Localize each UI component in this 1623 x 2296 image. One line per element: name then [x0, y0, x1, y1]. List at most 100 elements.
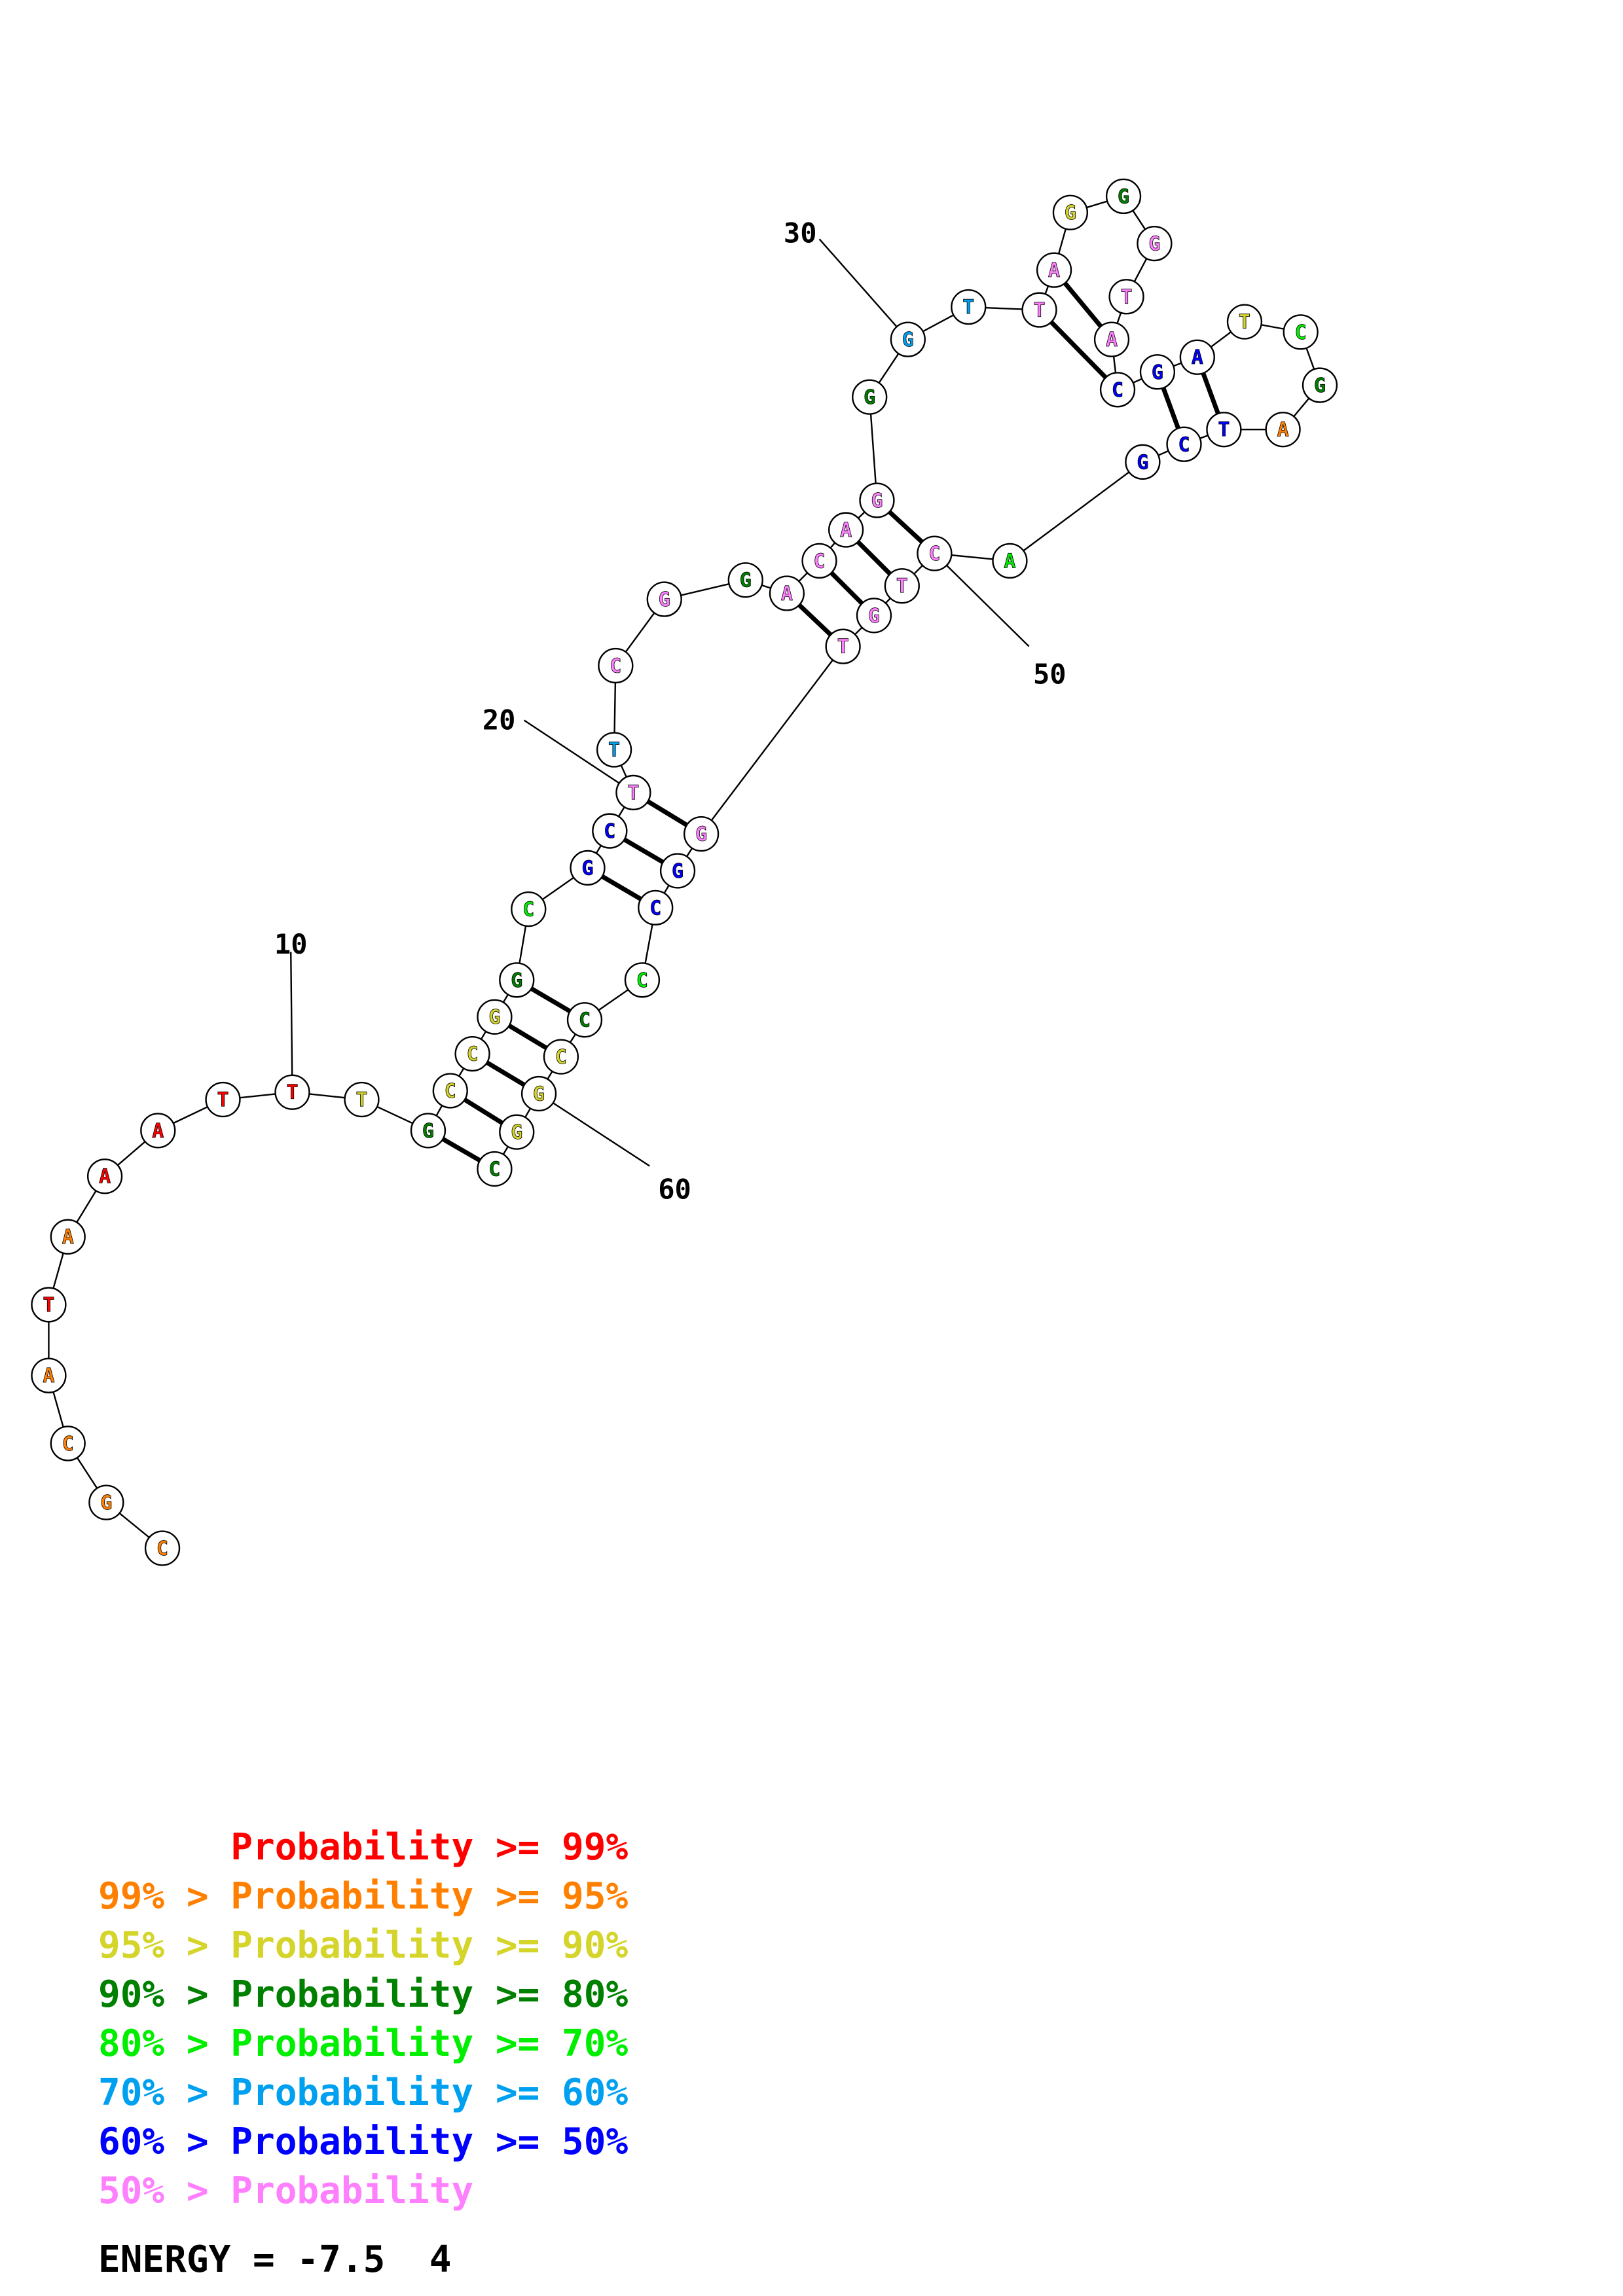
nucleotide-letter: T — [1033, 299, 1045, 322]
nucleotide-circle — [917, 535, 953, 571]
nucleotide: C — [1099, 372, 1136, 408]
nucleotide-circle — [454, 1035, 490, 1072]
legend-entry: 70% > Probability >= 60% — [98, 2072, 629, 2114]
nucleotide-circle — [1099, 372, 1136, 408]
nucleotide: T — [951, 289, 987, 325]
nucleotide-letter: G — [533, 1083, 545, 1105]
nucleotide-letter: C — [522, 899, 534, 922]
nucleotide-letter: G — [1118, 185, 1129, 208]
nucleotide: G — [499, 962, 535, 998]
nucleotide-circle — [499, 1114, 535, 1150]
nucleotide: G — [890, 321, 926, 357]
nucleotide-letter: C — [813, 550, 825, 573]
nucleotide-letter: C — [579, 1009, 591, 1032]
base-pair-lines — [427, 268, 1226, 1171]
nucleotide-letter: C — [156, 1537, 168, 1560]
nucleotide-letter: G — [868, 605, 880, 628]
nucleotide-circle — [50, 1426, 86, 1462]
nucleotide-letter: C — [636, 969, 648, 992]
nucleotide: C — [624, 962, 661, 998]
nucleotide: C — [543, 1039, 579, 1075]
nucleotide-circle — [543, 1039, 579, 1075]
nucleotide-circle — [344, 1081, 380, 1118]
nucleotide-letter: T — [962, 296, 974, 319]
nucleotide: C — [801, 543, 837, 579]
nucleotide-letter: A — [840, 519, 852, 542]
nucleotide-circle — [1283, 314, 1319, 350]
nucleotide-circle — [86, 1158, 123, 1194]
nucleotide: C — [598, 647, 634, 684]
nucleotide: C — [511, 891, 547, 927]
nucleotide: G — [852, 379, 888, 415]
nucleotide: G — [1302, 367, 1338, 403]
nucleotide-circle — [31, 1357, 67, 1393]
nucleotide-letter: G — [672, 860, 684, 883]
nucleotide: T — [1206, 412, 1242, 448]
legend-entry: 95% > Probability >= 90% — [98, 1924, 629, 1967]
nucleotide-circle — [683, 816, 720, 852]
nucleotide-letter: T — [837, 636, 849, 658]
nucleotide-circle — [1052, 194, 1089, 230]
nucleotide-circle — [1206, 412, 1242, 448]
nucleotide: T — [344, 1081, 380, 1118]
index-label: 20 — [483, 704, 516, 736]
nucleotide-letter: C — [1295, 321, 1307, 344]
nucleotide: G — [659, 853, 696, 889]
nucleotide-letter: C — [555, 1046, 567, 1069]
nucleotide: T — [884, 568, 920, 604]
nucleotide-circle — [825, 628, 861, 664]
index-tick — [538, 1092, 650, 1167]
nucleotide-circle — [144, 1530, 181, 1566]
nucleotide-circle — [205, 1081, 241, 1118]
nucleotide-circle — [88, 1484, 124, 1520]
nucleotide-circle — [659, 853, 696, 889]
backbone-segment — [1009, 461, 1144, 562]
index-tick — [290, 952, 293, 1092]
nucleotide-circle — [50, 1219, 86, 1255]
nucleotide-circle — [598, 647, 634, 684]
nucleotide-letter: C — [604, 820, 615, 843]
nucleotide-letter: G — [1152, 361, 1163, 384]
nucleotide-circle — [1108, 279, 1144, 315]
nucleotide-circle — [570, 850, 606, 886]
nucleotide-circle — [511, 891, 547, 927]
nucleotide-letter: A — [43, 1365, 54, 1388]
nucleotide: C — [144, 1530, 181, 1566]
nucleotide: C — [432, 1073, 468, 1109]
legend-entry: Probability >= 99% — [98, 1826, 629, 1869]
nucleotide: A — [992, 543, 1028, 579]
nucleotide: T — [825, 628, 861, 664]
nucleotide-circle — [1226, 304, 1263, 340]
nucleotide-letter: T — [896, 575, 908, 598]
legend-entry: 80% > Probability >= 70% — [98, 2022, 629, 2065]
nucleotide: G — [410, 1113, 447, 1149]
nucleotide-circle — [1139, 354, 1176, 390]
nucleotide-circle — [140, 1113, 176, 1149]
nucleotide-letter: T — [627, 781, 639, 804]
nucleotide: T — [596, 732, 632, 768]
nucleotide-letter: T — [1218, 419, 1230, 442]
nucleotide-circle — [1137, 225, 1173, 262]
nucleotide: C — [566, 1002, 603, 1038]
nucleotide-letter: G — [1314, 374, 1326, 397]
nucleotide: T — [1021, 292, 1057, 328]
nucleotide-circle — [1093, 321, 1130, 357]
nucleotide-letter: G — [581, 857, 593, 880]
nucleotide-letter: C — [1178, 433, 1190, 456]
nucleotide-circle — [274, 1074, 310, 1110]
nucleotide: A — [86, 1158, 123, 1194]
nucleotide-letter: A — [152, 1120, 164, 1143]
nucleotide-letter: A — [1277, 419, 1289, 442]
nucleotide: C — [454, 1035, 490, 1072]
nucleotide: G — [520, 1075, 557, 1112]
nucleotide: A — [31, 1357, 67, 1393]
nucleotide: C — [1166, 426, 1202, 462]
nucleotide-circle — [992, 543, 1028, 579]
index-label: 50 — [1033, 658, 1067, 691]
nucleotide: G — [859, 482, 895, 518]
nucleotide-letter: G — [864, 386, 875, 409]
nucleotide-circle — [477, 999, 513, 1035]
nucleotide-letter: G — [1148, 233, 1160, 256]
nucleotide-letter: C — [928, 543, 940, 565]
